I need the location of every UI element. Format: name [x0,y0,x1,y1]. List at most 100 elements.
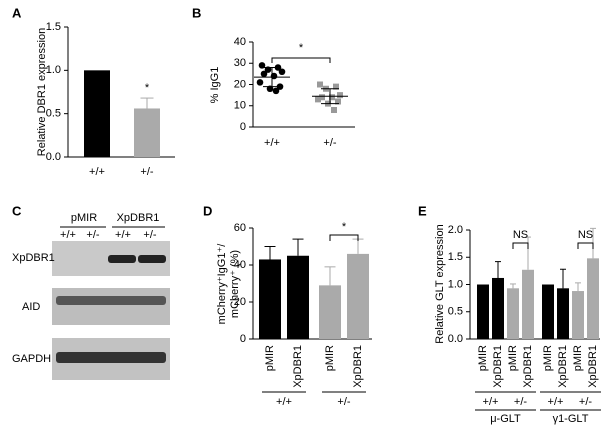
bar [319,285,341,339]
annotation: * [299,42,304,54]
panel-letter: D [203,203,212,218]
bracket [577,242,594,249]
bar [287,255,309,339]
y-axis-label: mCherry⁺ (%) [229,250,241,318]
point [319,94,325,101]
y-tick-label: 1.5 [46,21,61,33]
y-axis-label: % IgG1 [209,67,221,104]
y-tick-label: 60 [234,222,246,234]
band [138,255,166,263]
group-label: +/+ [483,396,499,408]
blot-genotype: +/+ [115,229,131,241]
y-axis-label: Relative DBR1 expression [36,28,48,156]
panel-letter: E [418,203,427,218]
x-tick-label: XpDBR1 [587,345,599,388]
group-label: +/+ [276,396,292,408]
x-tick-label: pMIR [477,345,489,371]
point [333,83,339,90]
blot-row-label: AID [22,301,40,313]
bar [522,269,534,339]
blot-genotype: +/- [86,229,99,241]
blot-strip [52,288,170,325]
y-tick-label: 0 [240,333,246,345]
y-axis-label: Relative GLT expression [434,224,446,343]
bar [587,258,599,339]
x-tick-label: +/+ [89,166,105,178]
group-label: +/- [579,396,592,408]
x-tick-label: +/- [140,166,153,178]
blot-row-label: XpDBR1 [12,252,55,264]
blot-group: pMIR [71,212,97,224]
y-tick-label: 40 [234,36,246,48]
band [56,296,166,305]
x-tick-label: XpDBR1 [292,345,304,388]
point [272,87,280,95]
point [278,68,286,76]
group-label: +/- [514,396,527,408]
point [315,96,321,103]
y-axis-label: mCherry⁺IgG1⁺/ [216,243,228,325]
annotation: NS [578,229,593,241]
x-tick-label: XpDBR1 [352,345,364,388]
x-tick-label: +/- [323,137,336,149]
y-tick-label: 10 [234,100,246,112]
band [108,255,136,263]
bar [477,284,489,339]
point [329,94,335,101]
supergroup-label: μ-GLT [490,413,521,425]
x-tick-label: XpDBR1 [557,345,569,388]
supergroup-label: γ1-GLT [553,413,589,425]
x-tick-label: pMIR [507,345,519,371]
x-tick-label: +/+ [264,137,280,149]
bracket [271,57,331,63]
blot-row-label: GAPDH [12,353,51,365]
y-tick-label: 20 [234,78,246,90]
bar [572,291,584,339]
y-tick-label: 0.5 [46,108,61,120]
bar [492,277,504,339]
y-tick-label: 40 [234,259,246,271]
annotation: * [342,221,347,233]
point [337,92,343,99]
group-label: +/+ [548,396,564,408]
bar [134,108,160,157]
annotation: * [145,82,150,94]
bracket [512,242,529,249]
y-tick-label: 30 [234,57,246,69]
y-tick-label: 0.0 [448,333,463,345]
x-tick-label: pMIR [542,345,554,371]
group-label: +/- [337,396,350,408]
y-tick-label: 20 [234,296,246,308]
y-tick-label: 0 [240,121,246,133]
bar [542,284,554,339]
point [260,70,268,78]
bar [84,70,110,157]
point [317,81,323,88]
bracket [329,234,359,241]
y-tick-label: 0.0 [46,151,61,163]
point [335,98,341,105]
panel-letter: B [192,5,201,20]
blot-group: XpDBR1 [117,212,160,224]
point [331,107,337,113]
y-tick-label: 1.5 [448,251,463,263]
bar [259,259,281,339]
y-tick-label: 0.5 [448,306,463,318]
x-tick-label: XpDBR1 [522,345,534,388]
band [56,352,166,363]
x-tick-label: pMIR [264,345,276,371]
panel-letter: C [12,203,22,218]
y-tick-label: 1.0 [448,278,463,290]
y-tick-label: 2.0 [448,224,463,236]
blot-genotype: +/- [143,229,156,241]
x-tick-label: pMIR [572,345,584,371]
bar [347,253,369,339]
annotation: NS [513,229,528,241]
x-tick-label: pMIR [324,345,336,371]
bar [557,288,569,339]
x-tick-label: XpDBR1 [492,345,504,388]
y-tick-label: 1.0 [46,64,61,76]
point [256,79,264,86]
bar [507,288,519,339]
